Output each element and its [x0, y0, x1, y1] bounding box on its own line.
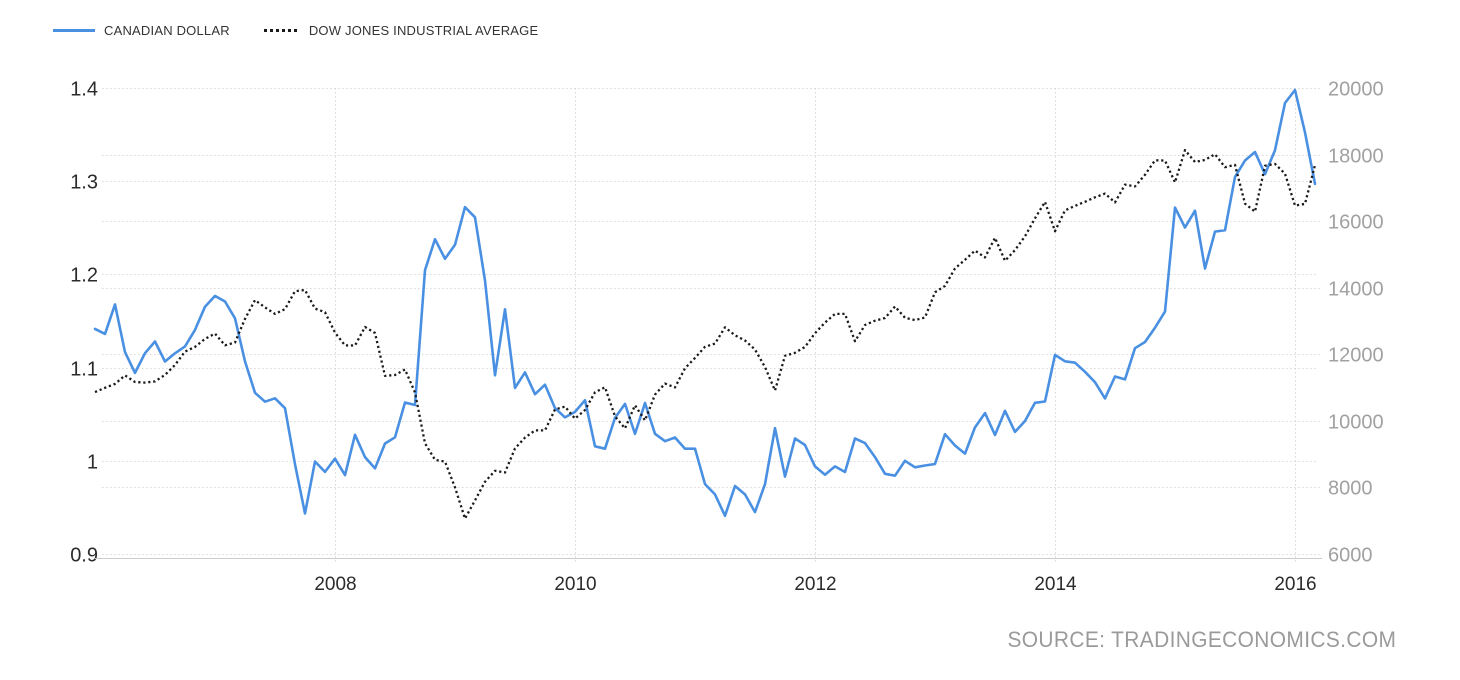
legend-item-canadian-dollar[interactable]: CANADIAN DOLLAR: [53, 23, 230, 38]
source-credit: SOURCE: TRADINGECONOMICS.COM: [1007, 627, 1396, 652]
left-axis-label-1.4: 1.4: [70, 79, 98, 101]
right-axis-label-10000: 10000: [1328, 412, 1384, 434]
right-axis-label-14000: 14000: [1328, 279, 1384, 301]
left-axis-label-1.2: 1.2: [70, 265, 98, 287]
legend-item-dow-jones[interactable]: DOW JONES INDUSTRIAL AVERAGE: [263, 23, 539, 38]
x-axis-label-2016: 2016: [1274, 574, 1316, 595]
dow-jones-line[interactable]: [94, 148, 1317, 520]
right-axis-label-18000: 18000: [1328, 146, 1384, 168]
chart-legend: CANADIAN DOLLAR DOW JONES INDUSTRIAL AVE…: [53, 23, 538, 38]
x-axis-label-2008: 2008: [314, 574, 356, 595]
canadian-dollar-line-swatch: [53, 29, 95, 32]
x-axis-label-2014: 2014: [1034, 574, 1077, 595]
right-axis-label-12000: 12000: [1328, 345, 1384, 367]
right-axis-label-6000: 6000: [1328, 545, 1373, 567]
left-axis-label-0.9: 0.9: [70, 545, 98, 567]
legend-label-canadian-dollar: CANADIAN DOLLAR: [104, 23, 230, 38]
x-axis-label-2010: 2010: [554, 574, 596, 595]
legend-label-dow-jones: DOW JONES INDUSTRIAL AVERAGE: [308, 23, 539, 38]
left-axis-label-1.3: 1.3: [70, 172, 98, 194]
right-axis-label-20000: 20000: [1328, 79, 1384, 101]
canadian-dollar-line[interactable]: [93, 88, 1317, 518]
left-axis-label-1.1: 1.1: [70, 359, 98, 381]
dow-jones-line-swatch: [263, 29, 300, 32]
right-axis-label-8000: 8000: [1328, 478, 1373, 500]
x-axis-label-2012: 2012: [794, 574, 836, 595]
right-axis-label-16000: 16000: [1328, 212, 1384, 234]
left-axis-label-1: 1: [87, 452, 98, 474]
